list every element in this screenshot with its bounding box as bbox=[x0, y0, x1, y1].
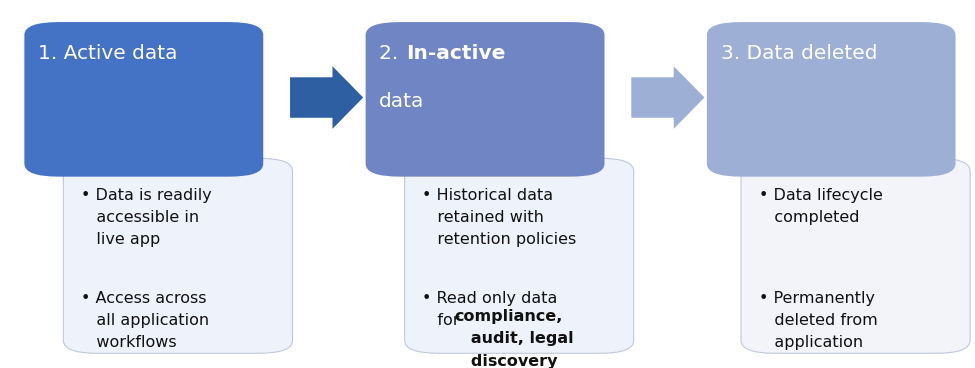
Text: In-active: In-active bbox=[407, 44, 506, 63]
Text: • Historical data
   retained with
   retention policies: • Historical data retained with retentio… bbox=[422, 188, 576, 247]
FancyBboxPatch shape bbox=[63, 158, 292, 353]
FancyBboxPatch shape bbox=[405, 158, 634, 353]
Text: 2.: 2. bbox=[379, 44, 405, 63]
Text: • Permanently
   deleted from
   application: • Permanently deleted from application bbox=[759, 291, 878, 350]
Text: • Access across
   all application
   workflows: • Access across all application workflow… bbox=[81, 291, 209, 350]
FancyBboxPatch shape bbox=[741, 158, 970, 353]
Text: 3. Data deleted: 3. Data deleted bbox=[721, 44, 878, 63]
FancyBboxPatch shape bbox=[366, 22, 604, 177]
Polygon shape bbox=[632, 66, 704, 129]
Text: • Data is readily
   accessible in
   live app: • Data is readily accessible in live app bbox=[81, 188, 212, 247]
Text: 1. Active data: 1. Active data bbox=[38, 44, 177, 63]
Polygon shape bbox=[291, 66, 363, 129]
Text: data: data bbox=[379, 92, 425, 111]
FancyBboxPatch shape bbox=[707, 22, 956, 177]
Text: • Read only data
   for: • Read only data for bbox=[422, 291, 558, 328]
Text: compliance,
   audit, legal
   discovery: compliance, audit, legal discovery bbox=[454, 309, 574, 368]
FancyBboxPatch shape bbox=[24, 22, 263, 177]
Text: • Data lifecycle
   completed: • Data lifecycle completed bbox=[759, 188, 882, 225]
